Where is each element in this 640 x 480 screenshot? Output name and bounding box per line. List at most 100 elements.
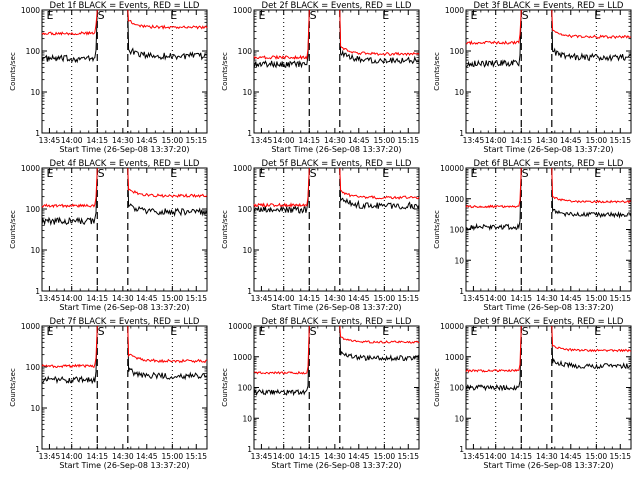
x-axis-label: Start Time (26-Sep-08 13:37:20) [483, 303, 613, 312]
y-axis-label: Counts/sec [221, 210, 229, 249]
x-tick-label: 15:15 [185, 136, 207, 145]
y-tick-label: 1 [459, 445, 464, 454]
y-tick-label: 1 [35, 129, 40, 138]
events-series-line [339, 167, 420, 210]
event-marker-e: E [46, 9, 53, 22]
x-tick-label: 14:30 [536, 136, 558, 145]
chart-title: Det 6f BLACK = Events, RED = LLD [474, 159, 624, 169]
y-axis-label: Counts/sec [433, 368, 441, 407]
event-marker-e: E [470, 9, 477, 22]
lld-series-line [127, 9, 208, 30]
x-tick-label: 15:15 [185, 294, 207, 303]
plot-frame [465, 9, 632, 134]
x-tick-label: 14:45 [136, 452, 158, 461]
x-tick-label: 14:15 [298, 452, 320, 461]
events-series-line [465, 325, 522, 392]
event-marker-s: S [522, 167, 529, 180]
y-tick-label: 1000 [233, 353, 252, 362]
y-tick-label: 1000 [21, 322, 40, 331]
y-axis-label: Counts/sec [9, 52, 17, 91]
x-tick-label: 14:45 [560, 294, 582, 303]
x-tick-label: 13:45 [463, 294, 485, 303]
events-series-line [127, 325, 208, 381]
x-tick-label: 15:00 [374, 136, 396, 145]
x-tick-label: 14:15 [510, 294, 532, 303]
x-tick-label: 14:00 [273, 136, 295, 145]
detector-panel-9: Det 9f BLACK = Events, RED = LLD Counts/s… [433, 317, 632, 470]
x-tick-label: 14:30 [324, 294, 346, 303]
event-marker-e: E [258, 9, 265, 22]
x-tick-label: 13:45 [463, 452, 485, 461]
event-marker-e: E [594, 9, 601, 22]
x-tick-label: 15:00 [374, 294, 396, 303]
x-tick-label: 15:00 [586, 294, 608, 303]
lld-series-line [253, 167, 310, 208]
y-tick-label: 10 [30, 88, 40, 97]
events-series-line [465, 167, 522, 232]
x-tick-label: 14:00 [61, 136, 83, 145]
y-tick-label: 1 [35, 445, 40, 454]
events-series-line [465, 9, 522, 68]
y-tick-label: 1000 [445, 353, 464, 362]
x-axis-label: Start Time (26-Sep-08 13:37:20) [271, 145, 401, 154]
x-tick-label: 13:45 [251, 294, 273, 303]
x-tick-label: 14:45 [136, 294, 158, 303]
x-tick-label: 15:15 [609, 452, 631, 461]
x-tick-label: 14:15 [298, 136, 320, 145]
x-axis-label: Start Time (26-Sep-08 13:37:20) [59, 303, 189, 312]
y-tick-label: 1 [459, 287, 464, 296]
chart-title: Det 4f BLACK = Events, RED = LLD [50, 159, 200, 169]
x-tick-label: 14:30 [112, 294, 134, 303]
events-series-line [339, 9, 420, 65]
x-tick-label: 14:00 [485, 294, 507, 303]
x-tick-label: 14:30 [324, 136, 346, 145]
x-tick-label: 13:45 [251, 452, 273, 461]
x-axis-label: Start Time (26-Sep-08 13:37:20) [59, 461, 189, 470]
x-tick-label: 14:30 [536, 294, 558, 303]
x-tick-label: 15:15 [397, 136, 419, 145]
y-tick-label: 10 [30, 404, 40, 413]
x-axis-label: Start Time (26-Sep-08 13:37:20) [483, 145, 613, 154]
x-tick-label: 14:30 [112, 452, 134, 461]
y-tick-label: 100 [450, 226, 465, 235]
x-tick-label: 14:00 [273, 294, 295, 303]
x-axis-label: Start Time (26-Sep-08 13:37:20) [59, 145, 189, 154]
x-tick-label: 15:15 [397, 452, 419, 461]
y-axis-label: Counts/sec [433, 210, 441, 249]
y-tick-label: 10000 [440, 164, 464, 173]
x-tick-label: 14:00 [485, 452, 507, 461]
lld-series-line [551, 167, 632, 204]
events-series-line [41, 325, 98, 385]
x-tick-label: 14:00 [485, 136, 507, 145]
y-tick-label: 100 [26, 47, 41, 56]
event-marker-e: E [470, 167, 477, 180]
event-marker-s: S [98, 325, 105, 338]
x-tick-label: 15:15 [609, 136, 631, 145]
y-tick-label: 1000 [445, 6, 464, 15]
x-tick-label: 15:00 [586, 136, 608, 145]
event-marker-s: S [98, 167, 105, 180]
plot-frame [465, 167, 632, 292]
x-tick-label: 13:45 [463, 136, 485, 145]
y-axis-label: Counts/sec [433, 52, 441, 91]
events-series-line [253, 167, 310, 214]
lld-series-line [551, 9, 632, 40]
events-series-line [253, 9, 310, 69]
y-tick-label: 1000 [445, 195, 464, 204]
y-tick-label: 1 [35, 287, 40, 296]
plot-frame [41, 167, 208, 292]
plot-frame [253, 325, 420, 450]
x-axis-label: Start Time (26-Sep-08 13:37:20) [271, 303, 401, 312]
x-tick-label: 14:15 [86, 294, 108, 303]
y-tick-label: 10000 [440, 322, 464, 331]
y-tick-label: 100 [238, 47, 253, 56]
x-tick-label: 14:15 [510, 136, 532, 145]
lld-series-line [41, 167, 98, 209]
x-tick-label: 14:15 [510, 452, 532, 461]
lld-series-line [127, 325, 208, 364]
plot-frame [253, 9, 420, 134]
y-tick-label: 10000 [228, 322, 252, 331]
event-marker-e: E [258, 325, 265, 338]
event-marker-e: E [46, 325, 53, 338]
